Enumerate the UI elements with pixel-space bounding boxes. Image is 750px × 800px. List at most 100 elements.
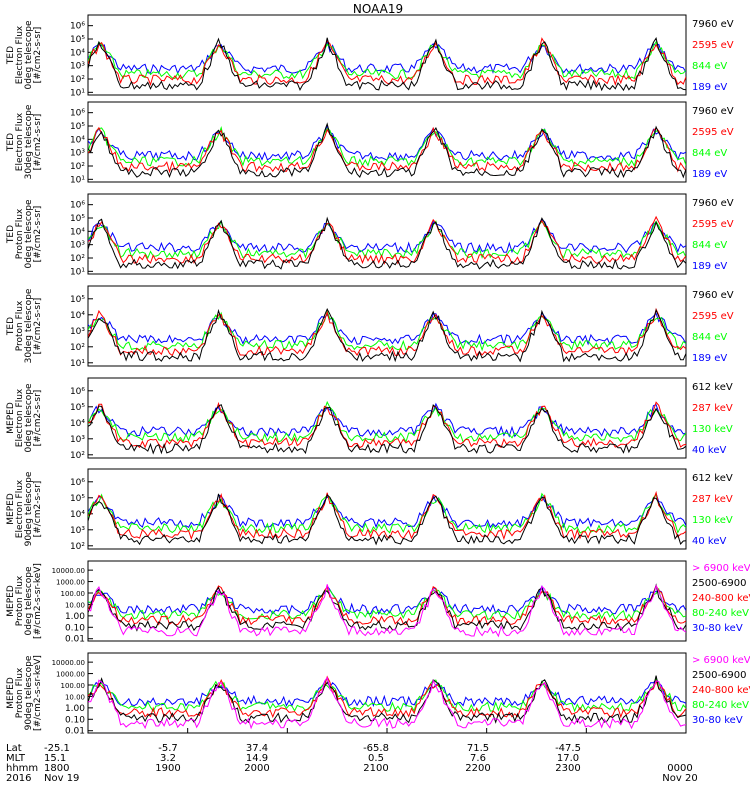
legend-entry: 844 eV <box>692 61 727 72</box>
y-tick-label: 10³ <box>70 62 85 72</box>
y-tick-label: 10¹ <box>70 175 85 185</box>
series-line <box>88 583 686 632</box>
footer-row-label: Lat <box>6 743 22 754</box>
panel-frame <box>87 14 687 96</box>
y-axis-label-line: TED <box>6 225 16 244</box>
y-axis-label-line: 0deg telescope <box>24 566 34 636</box>
panel-meped-e-90: 10² 10³ 10⁴ 10⁵ 10⁶ MEPED Electron Flux 90deg t… <box>6 468 733 552</box>
series-line <box>88 219 686 260</box>
footer-value: 37.4 <box>246 743 268 754</box>
legend-entry: 130 keV <box>692 424 733 435</box>
y-axis-label-line: Electron Flux <box>15 388 25 447</box>
y-axis-label-line: Electron Flux <box>15 25 25 84</box>
legend-entry: 80-240 keV <box>692 608 749 619</box>
series-line <box>88 400 686 444</box>
footer-value: 2100 <box>363 763 388 774</box>
footer-value: -25.1 <box>44 743 70 754</box>
y-tick-label: 10⁵ <box>70 494 85 504</box>
y-axis-label: MEPED Electron Flux 0deg telescope [#/cm2-s… <box>6 383 43 453</box>
legend-entry: 2500-6900 <box>692 670 747 681</box>
footer-value: 71.5 <box>467 743 489 754</box>
panel-frame <box>87 193 687 275</box>
footer-value: 2200 <box>465 763 490 774</box>
y-tick-label: 10⁴ <box>70 311 85 321</box>
series-line <box>88 675 686 719</box>
legend-entry: 287 keV <box>692 494 733 505</box>
y-axis-label-line: Proton Flux <box>15 667 25 718</box>
y-tick-label: 0.01 <box>65 727 85 737</box>
footer-value: 14.9 <box>246 753 268 764</box>
y-tick-label: 0.10 <box>65 623 85 633</box>
legend-entry: > 6900 keV <box>692 563 750 574</box>
y-tick-label: 10⁴ <box>70 510 85 520</box>
footer-value: -65.8 <box>363 743 389 754</box>
y-tick-label: 10⁵ <box>70 403 85 413</box>
y-tick-label: 10⁴ <box>70 48 85 58</box>
y-axis-label-line: Proton Flux <box>15 575 25 626</box>
series-line <box>88 307 686 357</box>
y-tick-label: 100.00 <box>61 590 86 598</box>
y-tick-label: 10⁵ <box>70 295 85 305</box>
legend-entry: 7960 eV <box>692 290 734 301</box>
legend-entry: 189 eV <box>692 353 727 364</box>
series-line <box>88 37 686 87</box>
series-line <box>88 403 686 455</box>
series-line <box>88 39 686 75</box>
y-tick-label: 10¹ <box>70 359 85 369</box>
chart-title: NOAA19 <box>353 2 403 16</box>
y-axis-label-line: MEPED <box>6 585 16 617</box>
panel-meped-e-0: 10² 10³ 10⁴ 10⁵ 10⁶ MEPED Electron Flux 0deg te… <box>6 377 733 461</box>
legend-entry: > 6900 keV <box>692 655 750 666</box>
legend-entry: 40 keV <box>692 536 726 547</box>
y-axis-label: MEPED Proton Flux 90deg telescope [#/cm2-s-… <box>6 655 43 731</box>
legend-entry: 2595 eV <box>692 219 734 230</box>
footer-value: 0.5 <box>368 753 384 764</box>
panel-ted-e-0: 10¹ 10² 10³ 10⁴ 10⁵ 10⁶ TED Electron Flux 0deg t… <box>6 14 734 98</box>
footer-row-label: 2016 <box>6 773 31 784</box>
footer-value: 1900 <box>155 763 180 774</box>
footer-value: -5.7 <box>158 743 178 754</box>
y-axis-label-line: 0deg telescope <box>24 199 34 269</box>
y-axis-label-line: 30deg telescope <box>24 288 34 363</box>
y-axis-label-line: [#/cm2-s-sr] <box>33 298 43 355</box>
legend-entry: 40 keV <box>692 445 726 456</box>
footer-value: 15.1 <box>44 753 66 764</box>
y-axis-label-line: 0deg telescope <box>24 20 34 90</box>
series-line <box>88 492 686 529</box>
y-tick-label: 1.00 <box>65 704 85 714</box>
y-axis-label-line: MEPED <box>6 493 16 525</box>
y-axis-label: TED Electron Flux 30deg telescope [#/cm2-s-… <box>6 104 43 179</box>
series-line <box>88 215 686 265</box>
legend-entry: 80-240 keV <box>692 700 749 711</box>
series-line <box>88 584 686 638</box>
y-axis-label-line: Proton Flux <box>15 208 25 259</box>
y-axis-label: TED Proton Flux 30deg telescope [#/cm2-s-sr… <box>6 288 43 363</box>
legend-entry: 844 eV <box>692 148 727 159</box>
legend-entry: 30-80 keV <box>692 623 743 634</box>
legend-entry: 2595 eV <box>692 40 734 51</box>
y-axis-label-line: Proton Flux <box>15 300 25 351</box>
series-line <box>88 677 686 713</box>
y-tick-label: 10⁶ <box>70 201 85 211</box>
y-tick-label: 10⁶ <box>70 387 85 397</box>
series-line <box>88 126 686 174</box>
footer-value: 7.6 <box>470 753 486 764</box>
footer-value: 17.0 <box>557 753 579 764</box>
y-tick-label: 10³ <box>70 435 85 445</box>
legend-entry: 130 keV <box>692 515 733 526</box>
y-axis-label-line: 30deg telescope <box>24 104 34 179</box>
y-tick-label: 10⁵ <box>70 122 85 132</box>
series-line <box>88 676 686 708</box>
footer-value: -47.5 <box>555 743 581 754</box>
y-tick-label: 10⁵ <box>70 214 85 224</box>
y-axis-label: MEPED Electron Flux 90deg telescope [#/cm2-… <box>6 471 43 546</box>
y-axis-label: TED Proton Flux 0deg telescope [#/cm2-s-sr] <box>6 199 43 269</box>
footer-value: Nov 20 <box>662 773 697 784</box>
y-axis-label: MEPED Proton Flux 0deg telescope [#/cm2-s-s… <box>6 563 43 639</box>
legend-entry: 189 eV <box>692 169 727 180</box>
legend-entry: 189 eV <box>692 261 727 272</box>
legend-entry: 287 keV <box>692 403 733 414</box>
y-tick-label: 10³ <box>70 327 85 337</box>
series-line <box>88 124 686 162</box>
